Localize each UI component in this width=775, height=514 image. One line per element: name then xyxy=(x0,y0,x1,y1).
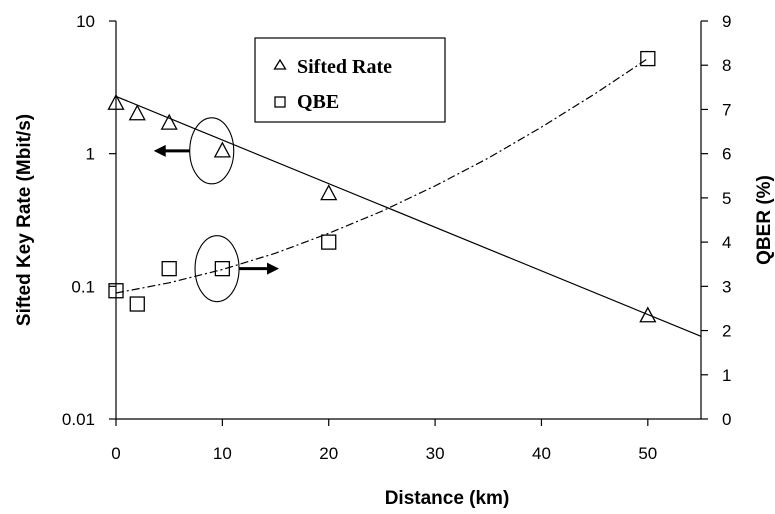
qbe-point xyxy=(108,283,124,299)
qbe-fit-line xyxy=(115,58,649,294)
sifted-rate-point xyxy=(128,104,146,121)
x-tick-label: 10 xyxy=(213,444,232,463)
sifted-rate-point xyxy=(213,141,231,158)
right-axis-ellipse xyxy=(194,235,240,303)
x-axis-title: Distance (km) xyxy=(385,488,510,509)
right-tick-label: 1 xyxy=(722,366,731,385)
right-tick-label: 5 xyxy=(722,189,731,208)
right-tick-label: 3 xyxy=(722,277,731,296)
data-points xyxy=(107,50,657,323)
right-tick-label: 2 xyxy=(722,322,731,341)
sifted-rate-point xyxy=(107,93,125,110)
left-axis-ticks: 0.01 0.1 1 10 xyxy=(62,12,116,429)
plot-frame xyxy=(115,21,702,420)
qbe-point xyxy=(214,260,231,277)
right-tick-label: 4 xyxy=(722,233,731,252)
annotations xyxy=(153,117,280,303)
legend-label-sifted-rate: Sifted Rate xyxy=(297,56,392,78)
x-tick-label: 40 xyxy=(532,444,551,463)
legend: Sifted Rate QBE xyxy=(254,37,446,123)
qbe-point xyxy=(129,296,145,312)
x-tick-label: 50 xyxy=(638,444,657,463)
x-tick-label: 20 xyxy=(319,444,338,463)
right-axis-ticks: 0 1 2 3 4 5 6 7 8 9 xyxy=(701,12,731,429)
legend-box xyxy=(254,37,446,123)
legend-label-qbe: QBE xyxy=(297,91,339,113)
x-axis-ticks: 0 10 20 30 40 50 xyxy=(111,419,657,463)
right-tick-label: 7 xyxy=(722,100,731,119)
right-arrow-head xyxy=(267,262,280,275)
left-tick-label: 0.01 xyxy=(62,410,95,429)
qbe-point xyxy=(321,234,337,250)
left-tick-label: 1 xyxy=(86,145,95,164)
left-tick-label: 0.1 xyxy=(71,277,95,296)
x-tick-label: 0 xyxy=(111,444,120,463)
qbe-point xyxy=(161,260,177,277)
right-tick-label: 8 xyxy=(722,56,731,75)
left-tick-label: 10 xyxy=(76,12,95,31)
left-y-axis-title: Sifted Key Rate (Mbit/s) xyxy=(14,114,35,326)
legend-square-marker xyxy=(274,96,286,108)
sifted-rate-point xyxy=(639,306,657,323)
right-tick-label: 6 xyxy=(722,145,731,164)
x-tick-label: 30 xyxy=(426,444,445,463)
right-tick-label: 0 xyxy=(722,410,731,429)
qbe-point xyxy=(640,50,656,67)
right-tick-label: 9 xyxy=(722,12,731,31)
left-arrow-head xyxy=(153,144,166,157)
fit-lines xyxy=(115,58,702,337)
sifted-rate-point xyxy=(320,184,338,201)
legend-triangle-marker xyxy=(273,58,287,70)
sifted-rate-fit-line xyxy=(115,95,702,337)
right-y-axis-title: QBER (%) xyxy=(754,175,775,265)
sifted-rate-point xyxy=(160,113,178,130)
